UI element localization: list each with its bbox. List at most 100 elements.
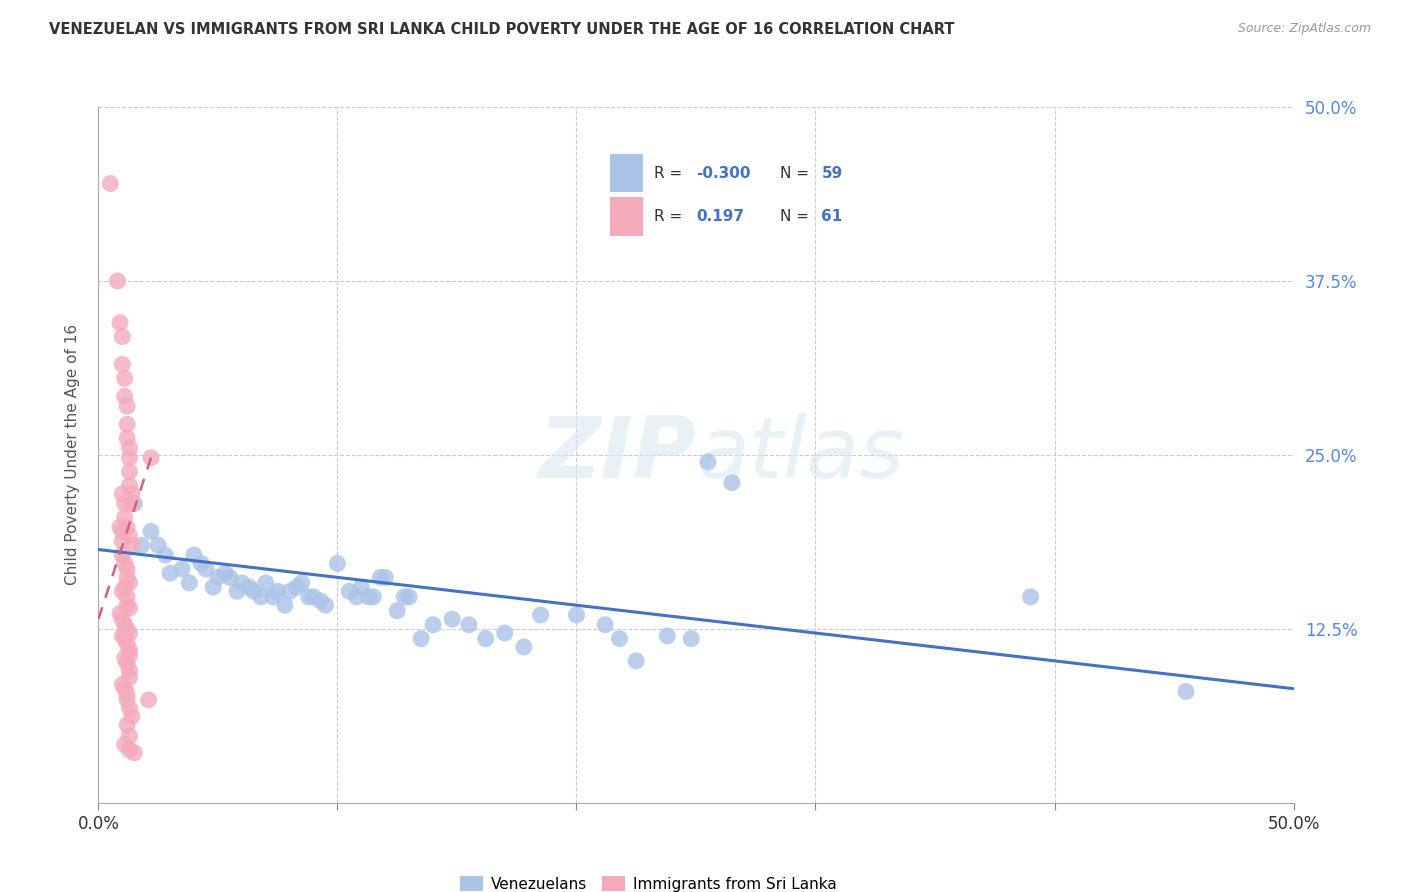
Point [108,607,131,621]
Point [115,520,138,534]
Point [565,607,588,622]
Text: R =: R = [654,209,682,224]
Point [107,274,129,288]
Point [111,612,134,626]
Point [111,358,134,372]
Point [458,617,481,632]
Point [118,528,141,542]
Legend: Venezuelans, Immigrants from Sri Lanka: Venezuelans, Immigrants from Sri Lanka [454,870,842,892]
Point [363,590,385,604]
Point [111,584,134,599]
Point [139,524,162,539]
Point [111,534,134,549]
Point [411,632,433,646]
Point [346,590,368,604]
Point [111,629,134,643]
Text: Source: ZipAtlas.com: Source: ZipAtlas.com [1237,22,1371,36]
Point [309,594,332,608]
Text: 59: 59 [821,166,842,181]
Point [115,570,138,584]
Point [529,607,551,622]
Point [111,487,134,501]
Point [118,441,141,455]
Text: ZIP: ZIP [538,413,696,497]
Point [118,664,141,678]
Point [118,626,141,640]
Point [121,497,143,511]
Point [115,657,138,671]
Point [385,604,409,618]
Point [111,677,134,691]
Point [302,590,325,604]
FancyBboxPatch shape [610,153,644,192]
Point [139,450,162,465]
FancyBboxPatch shape [610,197,644,235]
Point [118,465,141,479]
Point [202,580,225,594]
Point [298,590,321,604]
Point [111,329,134,343]
Text: atlas: atlas [696,413,904,497]
Point [114,681,136,696]
Point [254,576,277,591]
Point [115,718,138,732]
Point [111,524,134,539]
Point [179,576,201,591]
Point [118,671,141,685]
Point [262,590,284,604]
Point [697,455,720,469]
Point [118,729,141,743]
Point [370,570,392,584]
Point [114,389,136,403]
Point [118,642,141,657]
Point [159,566,181,581]
Point [114,737,136,751]
Point [115,399,138,413]
Point [1019,590,1042,604]
Text: N =: N = [779,166,808,181]
Point [115,562,138,576]
Point [172,562,194,576]
Text: 0.197: 0.197 [696,209,744,224]
Text: VENEZUELAN VS IMMIGRANTS FROM SRI LANKA CHILD POVERTY UNDER THE AGE OF 16 CORREL: VENEZUELAN VS IMMIGRANTS FROM SRI LANKA … [49,22,955,37]
Point [238,580,260,594]
Point [138,693,160,707]
Point [111,548,134,562]
Point [657,629,679,643]
Point [721,475,744,490]
Point [274,598,297,612]
Point [315,598,337,612]
Point [118,701,141,715]
Point [155,548,177,562]
Point [422,617,444,632]
Point [115,622,138,636]
Point [118,576,141,591]
Point [98,177,122,191]
Point [398,590,420,604]
Point [513,640,536,654]
Point [394,590,416,604]
Point [114,580,136,594]
Point [115,598,138,612]
Point [115,687,138,701]
Point [115,417,138,432]
Point [474,632,496,646]
Point [118,743,141,757]
Point [108,520,131,534]
Point [609,632,631,646]
Point [278,584,301,599]
Point [115,693,138,707]
Point [114,651,136,665]
Point [441,612,464,626]
Text: R =: R = [654,166,682,181]
Point [357,590,380,604]
Point [226,584,249,599]
Point [114,617,136,632]
Point [118,648,141,663]
Point [291,576,314,591]
Text: N =: N = [779,209,808,224]
Point [118,478,141,492]
Point [121,538,143,552]
Point [326,557,349,571]
Y-axis label: Child Poverty Under the Age of 16: Child Poverty Under the Age of 16 [65,325,80,585]
